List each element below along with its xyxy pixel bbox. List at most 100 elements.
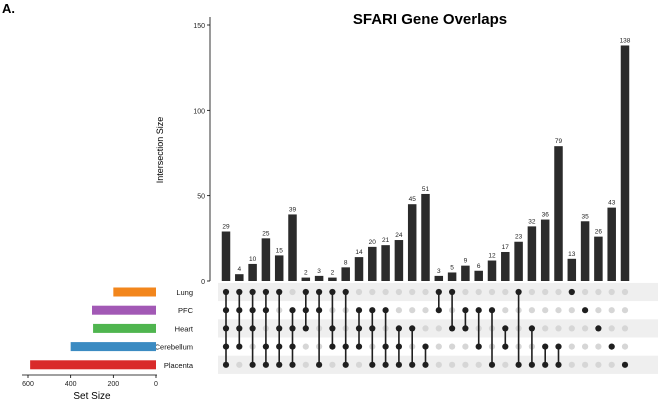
matrix-dot-inactive	[302, 343, 309, 350]
matrix-dot-inactive	[422, 288, 429, 296]
intersection-value-label: 15	[276, 247, 284, 254]
set-size-tick-label: 600	[22, 381, 34, 388]
matrix-dot-inactive	[582, 343, 589, 350]
intersection-bar	[514, 241, 523, 281]
set-size-bar	[113, 287, 156, 297]
matrix-dot-inactive	[621, 288, 629, 296]
set-row-label: Lung	[176, 288, 193, 297]
intersection-value-label: 4	[237, 266, 241, 273]
matrix-dot-inactive	[608, 325, 615, 332]
y-tick-label: 100	[193, 108, 205, 115]
matrix-dot-inactive	[395, 307, 402, 314]
matrix-dot-inactive	[409, 307, 416, 314]
intersection-bar	[580, 221, 590, 281]
matrix-dot-inactive	[355, 288, 363, 296]
matrix-dot-inactive	[462, 343, 469, 350]
matrix-dot-inactive	[422, 325, 429, 332]
intersection-bar	[394, 240, 404, 281]
intersection-value-label: 20	[369, 239, 377, 246]
intersection-value-label: 21	[382, 237, 390, 244]
matrix-dot-inactive	[595, 343, 602, 350]
intersection-value-label: 35	[581, 213, 589, 220]
intersection-value-label: 10	[249, 256, 257, 263]
matrix-dot-inactive	[568, 361, 575, 368]
set-size-tick-label: 400	[65, 381, 77, 388]
matrix-dot-inactive	[555, 288, 562, 296]
matrix-dot-inactive	[542, 325, 549, 332]
intersection-bar	[328, 277, 337, 281]
matrix-dot-inactive	[528, 307, 536, 314]
intersection-value-label: 14	[355, 249, 363, 256]
intersection-bar	[407, 204, 417, 281]
intersection-bar	[620, 45, 630, 282]
intersection-bar	[567, 258, 577, 281]
intersection-bar	[381, 245, 390, 281]
matrix-dot-inactive	[395, 288, 402, 296]
panel-label: A.	[2, 1, 15, 16]
intersection-bar	[501, 251, 510, 281]
intersection-bar	[235, 274, 244, 281]
matrix-dot-inactive	[621, 343, 629, 350]
intersection-value-label: 36	[542, 212, 550, 219]
intersection-value-label: 12	[488, 253, 496, 260]
matrix-dot-inactive	[582, 288, 589, 296]
intersection-value-label: 5	[450, 264, 454, 271]
y-tick-label: 50	[197, 194, 205, 201]
matrix-dot-active	[621, 361, 629, 368]
set-size-bar	[70, 342, 156, 352]
matrix-dot-active	[608, 343, 615, 350]
intersection-bar	[354, 257, 364, 281]
matrix-dot-inactive	[608, 361, 615, 368]
intersection-bar	[221, 231, 231, 281]
matrix-dot-inactive	[608, 288, 615, 296]
y-axis-label: Intersection Size	[155, 117, 165, 184]
intersection-value-label: 39	[289, 206, 297, 213]
matrix-dot-inactive	[355, 361, 363, 368]
intersection-value-label: 17	[502, 244, 510, 251]
intersection-value-label: 2	[331, 270, 335, 277]
matrix-dot-inactive	[542, 307, 549, 314]
set-row-label: Placenta	[164, 361, 194, 370]
intersection-value-label: 51	[422, 186, 430, 193]
matrix-dot-active	[582, 307, 589, 314]
intersection-value-label: 25	[262, 230, 270, 237]
matrix-dot-inactive	[555, 307, 562, 314]
intersection-bar	[368, 246, 377, 281]
matrix-dot-inactive	[595, 361, 602, 368]
set-size-axis-label: Set Size	[73, 391, 111, 402]
intersection-value-label: 24	[395, 232, 403, 239]
intersection-bar	[288, 214, 297, 281]
intersection-bar	[341, 267, 350, 281]
matrix-dot-inactive	[475, 288, 482, 296]
intersection-value-label: 8	[344, 259, 348, 266]
intersection-bar	[434, 275, 444, 281]
matrix-dot-inactive	[568, 343, 575, 350]
matrix-dot-active	[568, 288, 575, 296]
intersection-bar	[487, 260, 497, 281]
matrix-dot-inactive	[435, 343, 442, 350]
intersection-value-label: 2	[304, 270, 308, 277]
intersection-bar	[461, 265, 470, 281]
matrix-dot-inactive	[555, 325, 562, 332]
matrix-dot-inactive	[502, 288, 509, 296]
intersection-value-label: 3	[437, 268, 441, 275]
intersection-bar	[554, 146, 563, 281]
intersection-matrix	[222, 288, 629, 368]
matrix-dot-inactive	[302, 361, 309, 368]
set-size-bar	[30, 360, 157, 370]
intersection-value-label: 79	[555, 138, 563, 145]
intersection-bar	[261, 238, 271, 281]
matrix-dot-inactive	[595, 307, 602, 314]
intersection-value-label: 138	[620, 37, 631, 44]
intersection-value-label: 43	[608, 200, 616, 207]
intersection-bar	[314, 275, 324, 281]
set-size-bar	[92, 305, 156, 315]
intersection-bar	[447, 272, 457, 281]
intersection-bar	[274, 255, 284, 281]
intersection-bar	[540, 219, 550, 281]
matrix-dot-inactive	[409, 288, 416, 296]
intersection-value-label: 26	[595, 229, 603, 236]
